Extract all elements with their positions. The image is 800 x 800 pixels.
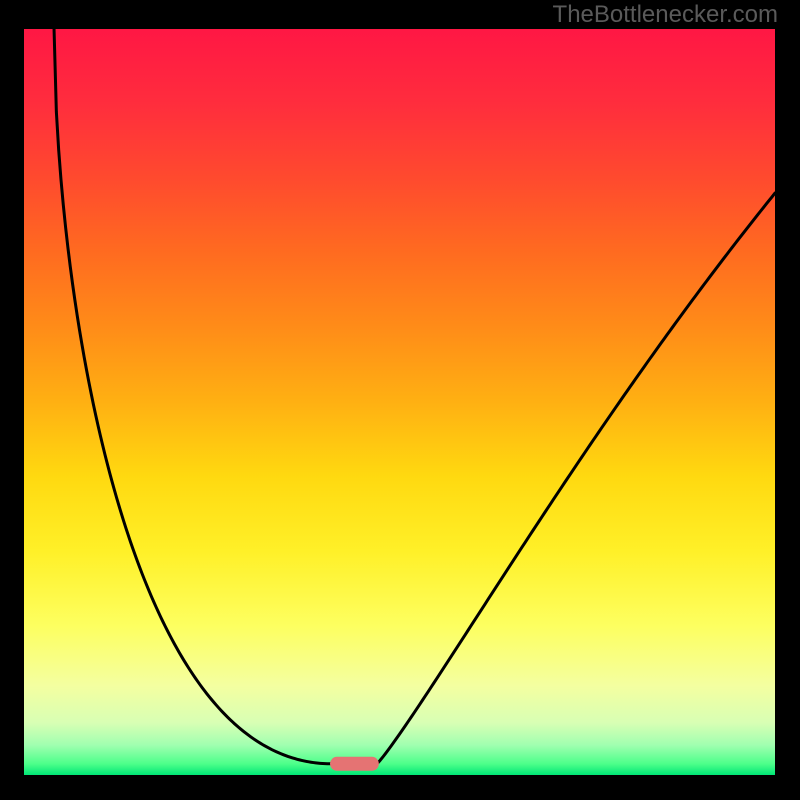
watermark-text: TheBottlenecker.com (553, 1, 778, 28)
bottleneck-chart: TheBottlenecker.com (0, 0, 800, 800)
plot-area (24, 29, 775, 775)
optimal-marker (330, 757, 379, 771)
